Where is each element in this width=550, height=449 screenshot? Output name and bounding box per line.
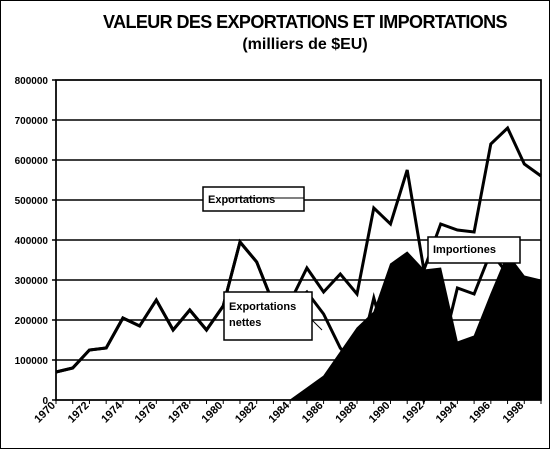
x-tick-label: 1984 (266, 399, 292, 425)
y-tick-label: 100000 (15, 356, 49, 367)
x-tick-label: 1980 (200, 400, 226, 426)
annotation-box-exportations (202, 186, 305, 212)
y-tick-label: 400000 (15, 236, 49, 247)
x-tick-label: 1988 (333, 400, 359, 426)
y-tick-label: 200000 (15, 316, 49, 327)
y-tick-label: 0 (42, 396, 48, 407)
x-tick-label: 1982 (233, 400, 259, 426)
annotation-box-importiones (427, 236, 521, 264)
annotation-box-exportations-nettes (223, 291, 313, 341)
x-tick-label: 1990 (367, 400, 393, 426)
chart-title: VALEUR DES EXPORTATIONS ET IMPORTATIONS (103, 12, 508, 32)
chart-subtitle: (milliers de $EU) (242, 36, 368, 53)
x-tick-label: 1986 (300, 400, 326, 426)
plot-border (55, 79, 542, 401)
annotation-exportations-nettes: Exportations nettes (229, 301, 296, 329)
x-tick-label: 1976 (133, 400, 159, 426)
y-tick-label: 600000 (15, 156, 49, 167)
x-tick-label: 1972 (66, 400, 92, 426)
annotation-exportations: Exportations (208, 194, 275, 206)
y-tick-label: 300000 (15, 276, 49, 287)
annotation-leader-exportations-nettes (311, 319, 323, 331)
x-tick-label: 1974 (99, 399, 125, 425)
x-tick-label: 1998 (501, 400, 527, 426)
x-tick-label: 1978 (166, 400, 192, 426)
x-tick-label: 1996 (467, 400, 493, 426)
x-tick-label: 1970 (32, 400, 58, 426)
y-tick-label: 500000 (15, 196, 49, 207)
x-tick-label: 1994 (434, 399, 460, 425)
y-tick-label: 700000 (15, 116, 49, 127)
annotation-importiones: Importiones (433, 244, 496, 256)
y-tick-label: 800000 (15, 76, 49, 87)
x-tick-label: 1992 (400, 400, 426, 426)
